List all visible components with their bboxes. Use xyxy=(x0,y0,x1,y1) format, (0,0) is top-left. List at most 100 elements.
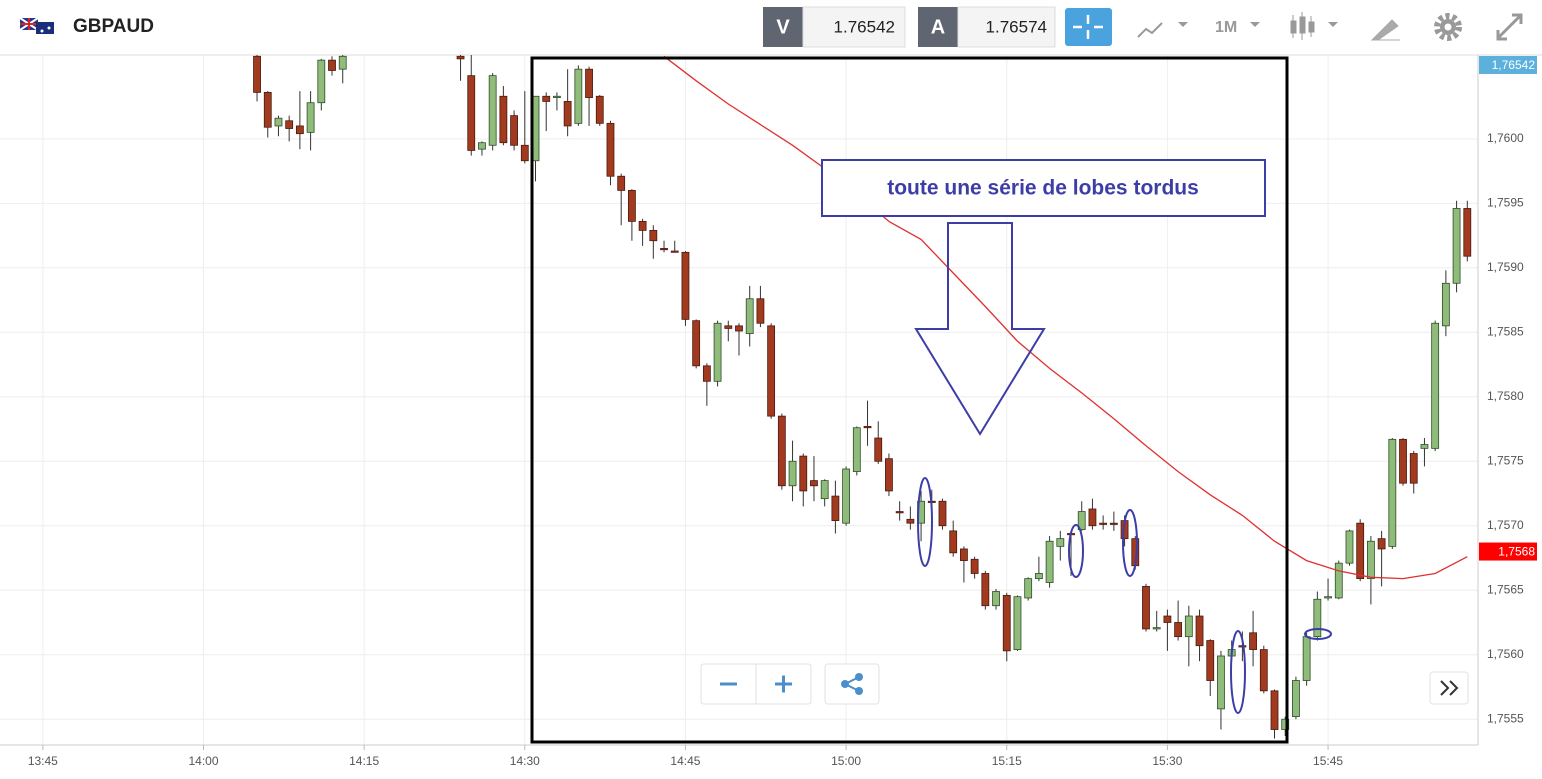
candle xyxy=(1259,645,1268,694)
candle xyxy=(574,65,583,126)
candle-body xyxy=(1142,585,1150,630)
candle-body xyxy=(1399,438,1407,484)
candle-body xyxy=(745,298,754,334)
candle-body xyxy=(1463,208,1472,257)
candle-body xyxy=(553,95,561,98)
candle xyxy=(906,506,915,530)
candle xyxy=(1366,536,1375,605)
candle xyxy=(1056,530,1065,561)
candle-body xyxy=(1420,444,1429,449)
candle xyxy=(285,115,294,142)
candle xyxy=(1109,511,1118,531)
candle-body xyxy=(338,55,347,70)
candle xyxy=(328,56,336,76)
candle-body xyxy=(1270,690,1279,730)
scroll-right-button[interactable] xyxy=(1429,671,1469,705)
candle-body xyxy=(1377,538,1386,550)
candle xyxy=(1270,689,1279,739)
candle-body xyxy=(970,558,979,574)
candle-body xyxy=(595,95,604,124)
candle-body xyxy=(692,320,701,367)
candle xyxy=(295,91,304,150)
candle-body xyxy=(724,325,733,329)
candle-body xyxy=(1313,598,1322,638)
candle xyxy=(1077,501,1086,531)
candle xyxy=(1002,592,1011,662)
candle xyxy=(1195,609,1204,662)
candle-style-button[interactable] xyxy=(1290,12,1338,40)
candle-body xyxy=(1238,645,1247,648)
candle xyxy=(1409,450,1418,494)
zoom-in[interactable] xyxy=(775,675,792,693)
candle-body xyxy=(1334,562,1343,599)
candle-body xyxy=(1056,538,1065,547)
candle xyxy=(499,85,508,146)
candle-body xyxy=(520,144,529,162)
candle-body xyxy=(1002,594,1011,652)
annotation-box xyxy=(821,159,1266,217)
y-tick-label: 1,7590 xyxy=(1487,260,1524,274)
x-tick-label: 14:30 xyxy=(510,754,540,768)
candle-body xyxy=(938,500,947,527)
y-tick-label: 1,7570 xyxy=(1487,518,1524,532)
ellipses xyxy=(917,477,1332,714)
candle xyxy=(1463,200,1472,262)
candle-body xyxy=(1206,640,1215,681)
candle-body xyxy=(767,325,776,417)
bid-button[interactable] xyxy=(763,7,803,47)
candle-body xyxy=(1163,615,1172,623)
candle-body xyxy=(1324,596,1332,599)
plot-area xyxy=(253,55,1472,739)
ask-label: A xyxy=(931,16,945,38)
candle-body xyxy=(456,55,465,60)
candle-body xyxy=(1292,680,1300,718)
y-tick-label: 1,7595 xyxy=(1487,195,1524,209)
crosshair-button[interactable] xyxy=(1065,8,1112,46)
timeframe-caret xyxy=(1250,22,1260,27)
settings-button[interactable] xyxy=(1434,13,1462,41)
draw-button[interactable] xyxy=(1370,19,1400,41)
candle-body xyxy=(777,415,786,487)
candle xyxy=(820,479,829,507)
candle xyxy=(563,69,572,137)
timeframe[interactable]: 1M xyxy=(1215,19,1237,36)
candle xyxy=(852,426,861,476)
candle-body xyxy=(542,95,551,102)
candle xyxy=(253,55,261,102)
candle xyxy=(1302,632,1311,686)
ask-button[interactable] xyxy=(918,7,958,47)
ask-box xyxy=(957,6,1056,48)
candle xyxy=(1013,595,1022,651)
y-tick-label: 1,7585 xyxy=(1487,324,1524,338)
candle-body xyxy=(1152,627,1161,630)
x-tick-label: 15:45 xyxy=(1313,754,1343,768)
candle-body xyxy=(1024,578,1033,599)
candle-body xyxy=(1249,632,1257,650)
candle-body xyxy=(1174,622,1183,638)
candle-body xyxy=(510,115,518,146)
candle xyxy=(670,240,679,253)
expand-button[interactable] xyxy=(1496,13,1523,41)
candle xyxy=(1388,438,1397,549)
candle-body xyxy=(328,59,336,71)
candle xyxy=(724,320,733,342)
candle xyxy=(1292,676,1300,720)
y-tick-label: 1,7555 xyxy=(1487,711,1524,725)
candle-body xyxy=(1034,573,1043,580)
candle xyxy=(1345,529,1354,566)
candle-body xyxy=(563,101,572,127)
candle xyxy=(1206,639,1215,696)
candle xyxy=(777,413,786,490)
y-tick-label: 1,7600 xyxy=(1487,131,1524,145)
bid-price: 1.76542 xyxy=(834,17,895,36)
candle xyxy=(863,400,872,446)
candle xyxy=(1184,605,1193,667)
candle xyxy=(520,91,529,164)
flag xyxy=(19,17,54,34)
chart-type-button[interactable] xyxy=(1137,22,1188,38)
candle xyxy=(1324,578,1332,601)
candle-body xyxy=(295,125,304,135)
share-button[interactable] xyxy=(824,663,880,705)
candle xyxy=(960,546,968,583)
